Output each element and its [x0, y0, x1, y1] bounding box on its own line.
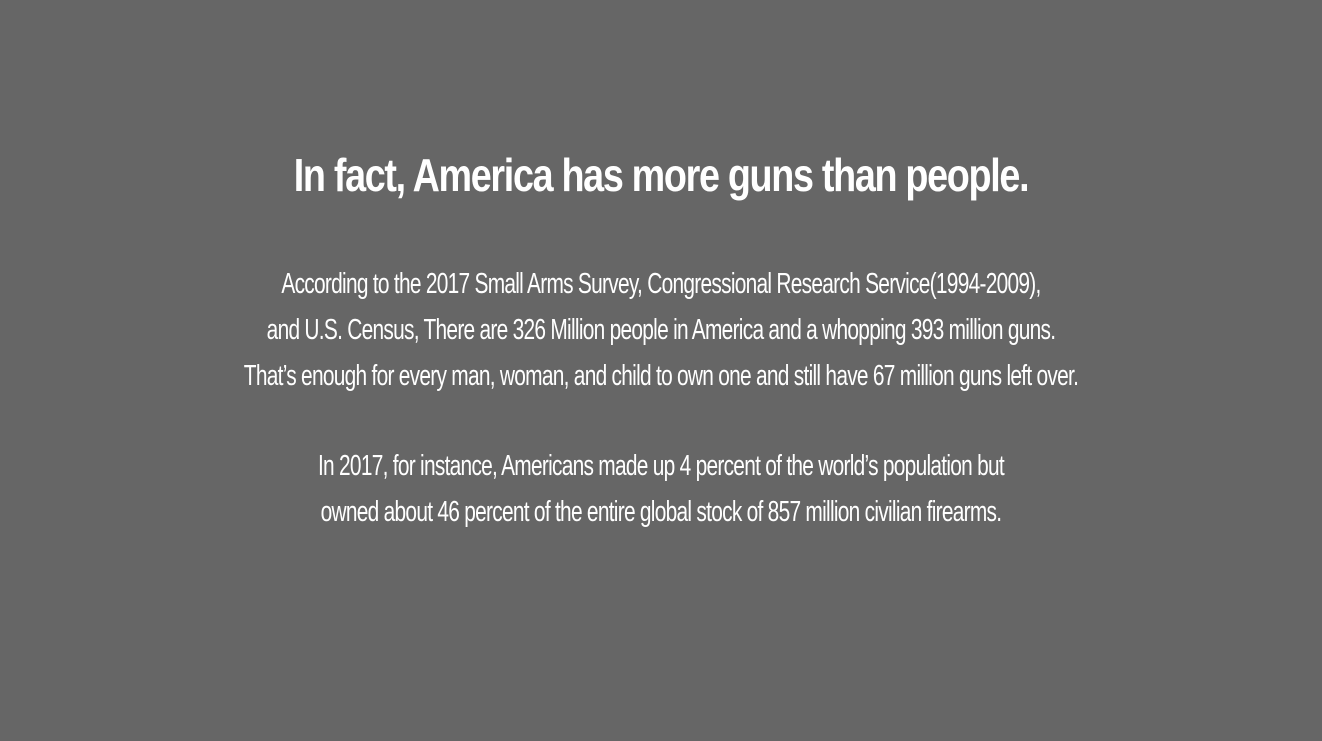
paragraph-line: and U.S. Census, There are 326 Million p… [266, 314, 1056, 346]
paragraph-line: owned about 46 percent of the entire glo… [320, 496, 1002, 528]
paragraph-line: In 2017, for instance, Americans made up… [317, 450, 1005, 482]
global-share-paragraph: In 2017, for instance, Americans made up… [0, 443, 1322, 535]
headline: In fact, America has more guns than peop… [293, 149, 1030, 201]
paragraph-line: That’s enough for every man, woman, and … [243, 360, 1079, 392]
statistics-paragraph: According to the 2017 Small Arms Survey,… [0, 261, 1322, 399]
paragraph-line: According to the 2017 Small Arms Survey,… [281, 268, 1041, 300]
